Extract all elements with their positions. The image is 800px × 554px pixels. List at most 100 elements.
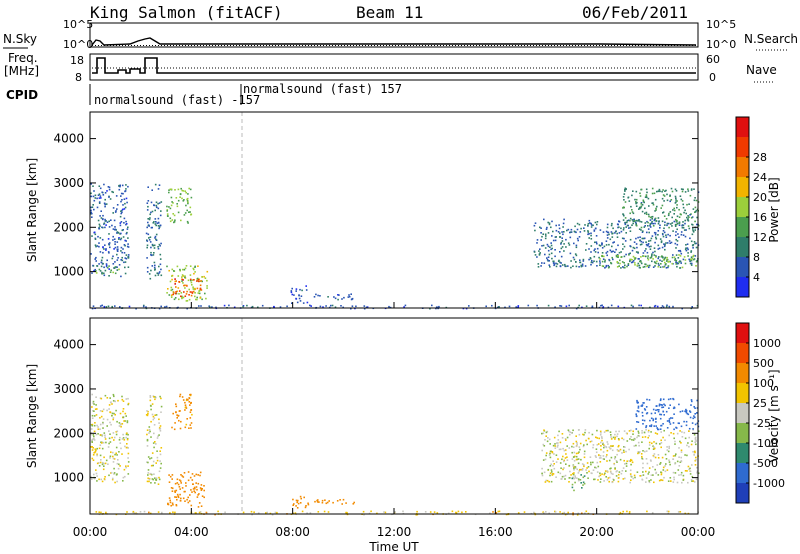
velocity-cell: [114, 413, 116, 416]
power-cell: [665, 236, 668, 238]
power-cell: [111, 257, 114, 260]
velocity-cell: [594, 478, 596, 481]
power-cell: [692, 255, 694, 258]
power-cell: [691, 257, 693, 260]
power-cell: [680, 262, 682, 264]
velocity-cell: [543, 445, 546, 447]
velocity-cell: [152, 418, 155, 421]
velocity-cell: [623, 451, 625, 453]
power-cell: [157, 217, 160, 220]
velocity-cell: [578, 433, 581, 436]
power-cell: [693, 199, 696, 202]
velocity-cell: [672, 455, 675, 457]
velocity-cell: [648, 444, 651, 446]
velocity-cell: [104, 462, 107, 465]
power-cell: [605, 264, 608, 267]
velocity-cell: [629, 438, 631, 440]
velocity-cell: [125, 415, 127, 417]
velocity-cell: [554, 511, 557, 513]
velocity-region: [635, 397, 700, 431]
power-cell: [125, 257, 128, 260]
velocity-cell: [95, 396, 97, 398]
power-cell: [547, 232, 550, 234]
velocity-cell: [637, 401, 639, 404]
velocity-cell: [155, 477, 158, 479]
power-cell: [654, 241, 656, 244]
power-cell: [599, 262, 601, 264]
velocity-cell: [174, 482, 177, 485]
power-cell: [309, 304, 311, 307]
velocity-cell: [171, 502, 174, 505]
colorbar-swatch: [736, 383, 749, 403]
power-cell: [634, 257, 637, 259]
velocity-cell: [636, 421, 638, 423]
power-cell: [569, 231, 571, 234]
colorbar-tick-label: 1000: [753, 337, 781, 350]
power-cell: [337, 298, 339, 301]
velocity-cell: [93, 473, 95, 476]
power-cell: [90, 253, 92, 255]
velocity-cell: [675, 453, 677, 455]
power-cell: [624, 217, 627, 219]
power-cell: [178, 290, 181, 292]
velocity-cell: [667, 450, 670, 453]
power-cell: [644, 263, 646, 265]
velocity-cell: [292, 504, 294, 506]
velocity-cell: [640, 405, 643, 407]
velocity-cell: [168, 481, 171, 483]
velocity-cell: [115, 409, 117, 412]
power-cell: [657, 230, 660, 232]
power-cell: [123, 261, 125, 264]
velocity-cell: [652, 419, 654, 422]
power-cell: [632, 259, 635, 262]
velocity-cell: [678, 447, 680, 449]
velocity-cell: [549, 452, 551, 455]
velocity-cell: [563, 459, 565, 462]
power-cell: [334, 306, 337, 308]
power-cell: [552, 239, 555, 242]
power-cell: [114, 246, 117, 249]
power-cell: [560, 305, 563, 307]
velocity-cell: [148, 478, 151, 481]
power-cell: [124, 202, 126, 205]
power-cell: [584, 265, 587, 267]
colorbar-tick-label: 20: [753, 191, 767, 204]
velocity-cell: [581, 512, 583, 515]
colorbar-tick-label: 500: [753, 357, 774, 370]
power-cell: [663, 195, 666, 197]
velocity-cell: [103, 465, 105, 467]
velocity-cell: [300, 497, 302, 500]
power-cell: [177, 188, 180, 191]
velocity-cell: [626, 510, 628, 513]
power-cell: [537, 266, 540, 268]
power-cell: [508, 305, 511, 308]
power-cell: [657, 257, 659, 260]
power-cell: [653, 254, 656, 256]
power-cell: [593, 260, 595, 262]
power-cell: [676, 228, 678, 231]
power-cell: [193, 272, 195, 275]
power-cell: [650, 216, 653, 218]
power-cell: [310, 305, 312, 307]
power-cell: [193, 279, 195, 281]
velocity-cell: [660, 413, 663, 416]
power-cell: [114, 211, 117, 213]
power-cell: [120, 210, 122, 212]
power-cell: [682, 188, 684, 191]
power-cell: [600, 304, 602, 307]
power-cell: [629, 230, 632, 232]
velocity-cell: [90, 428, 93, 430]
power-cell: [119, 224, 122, 227]
velocity-cell: [630, 463, 632, 466]
power-cell: [631, 261, 634, 263]
velocity-cell: [618, 444, 620, 447]
velocity-cell: [577, 479, 580, 482]
velocity-cell: [590, 440, 593, 442]
power-cell: [160, 201, 163, 203]
power-cell: [649, 306, 651, 309]
power-cell: [181, 274, 184, 276]
velocity-cell: [148, 432, 150, 434]
power-cell: [678, 221, 681, 223]
velocity-cell: [180, 497, 182, 500]
velocity-cell: [127, 403, 129, 406]
